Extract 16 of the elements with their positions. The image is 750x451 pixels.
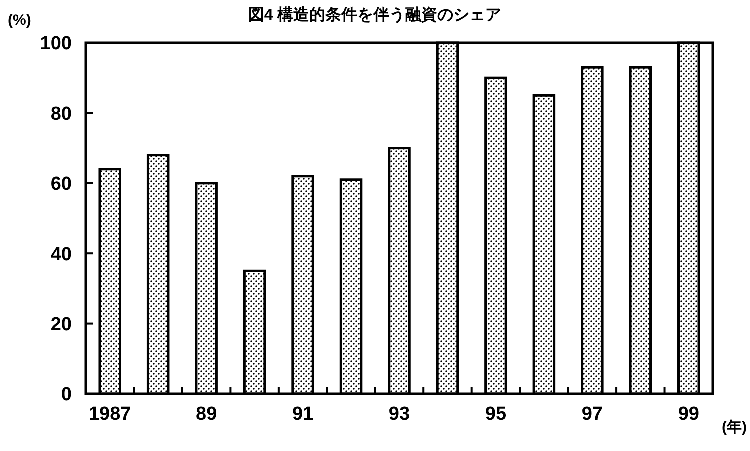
y-tick-label: 20 (50, 314, 72, 336)
x-tick-label: 93 (388, 404, 410, 425)
x-tick-label: 89 (196, 404, 218, 425)
x-tick-label: 1987 (88, 404, 132, 425)
y-tick-label: 80 (50, 104, 72, 125)
x-tick-label: 99 (678, 404, 700, 425)
x-axis-title: (年) (722, 419, 747, 436)
y-axis-title: (%) (8, 12, 32, 29)
x-tick-label: 91 (292, 404, 314, 425)
y-tick-label: 100 (40, 34, 72, 55)
y-tick-label: 0 (61, 384, 72, 406)
x-tick-label: 97 (582, 404, 603, 425)
y-tick-label: 40 (50, 244, 72, 266)
y-tick-label: 60 (50, 174, 72, 196)
chart-title: 図4 構造的条件を伴う融資のシェア (248, 6, 502, 24)
x-tick-label: 95 (485, 404, 507, 425)
